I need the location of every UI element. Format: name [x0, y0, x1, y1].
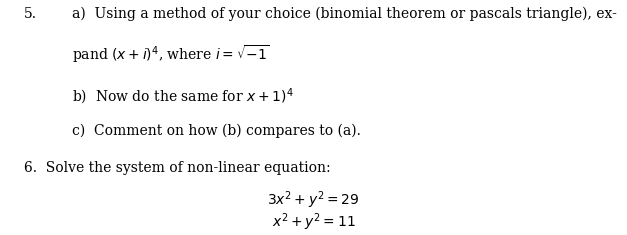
Text: $x^2 + y^2 = 11$: $x^2 + y^2 = 11$ — [271, 212, 356, 233]
Text: 6.  Solve the system of non-linear equation:: 6. Solve the system of non-linear equati… — [24, 161, 330, 175]
Text: c)  Comment on how (b) compares to (a).: c) Comment on how (b) compares to (a). — [72, 123, 361, 138]
Text: a)  Using a method of your choice (binomial theorem or pascals triangle), ex-: a) Using a method of your choice (binomi… — [72, 7, 617, 21]
Text: $3x^2 + y^2 = 29$: $3x^2 + y^2 = 29$ — [267, 189, 360, 211]
Text: b)  Now do the same for $x + 1)^4$: b) Now do the same for $x + 1)^4$ — [72, 87, 293, 107]
Text: 5.: 5. — [24, 7, 37, 21]
Text: pand $(x + i)^4$, where $i = \sqrt{-1}$: pand $(x + i)^4$, where $i = \sqrt{-1}$ — [72, 43, 270, 65]
